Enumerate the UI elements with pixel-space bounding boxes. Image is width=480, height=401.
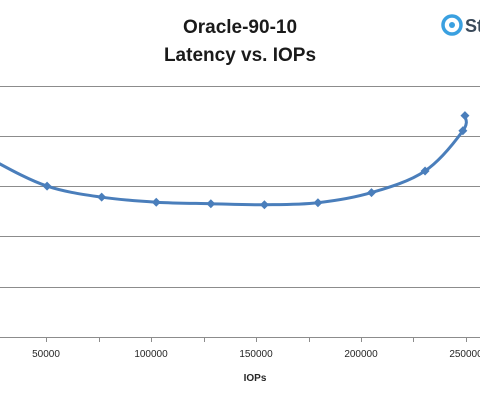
x-axis: 50000 100000 150000 200000 250000 xyxy=(0,337,480,360)
chart-title-line-2: Latency vs. IOPs xyxy=(164,45,316,66)
data-point-7 xyxy=(313,198,323,208)
gridlines xyxy=(0,86,480,288)
data-point-2 xyxy=(42,181,52,191)
data-point-4 xyxy=(151,197,161,207)
x-tick-label: 100000 xyxy=(134,349,168,360)
logo-text: St xyxy=(465,16,480,36)
x-axis-label: IOPs xyxy=(244,373,267,384)
chart-title-line-1: Oracle-90-10 xyxy=(183,17,297,38)
data-point-10 xyxy=(458,126,468,136)
data-point-3 xyxy=(97,192,107,202)
data-point-5 xyxy=(206,199,216,209)
x-tick-label: 150000 xyxy=(239,349,273,360)
storagereview-logo-icon xyxy=(441,14,463,36)
data-point-8 xyxy=(367,188,376,198)
x-tick-label: 200000 xyxy=(344,349,378,360)
data-point-9 xyxy=(420,166,430,176)
data-point-6 xyxy=(259,200,269,210)
storagereview-logo: St xyxy=(441,14,480,36)
x-tick-label: 250000 xyxy=(449,349,480,360)
series-line xyxy=(0,114,468,207)
data-point-11 xyxy=(460,111,470,121)
x-tick-label: 50000 xyxy=(32,349,60,360)
data-markers xyxy=(42,111,470,210)
